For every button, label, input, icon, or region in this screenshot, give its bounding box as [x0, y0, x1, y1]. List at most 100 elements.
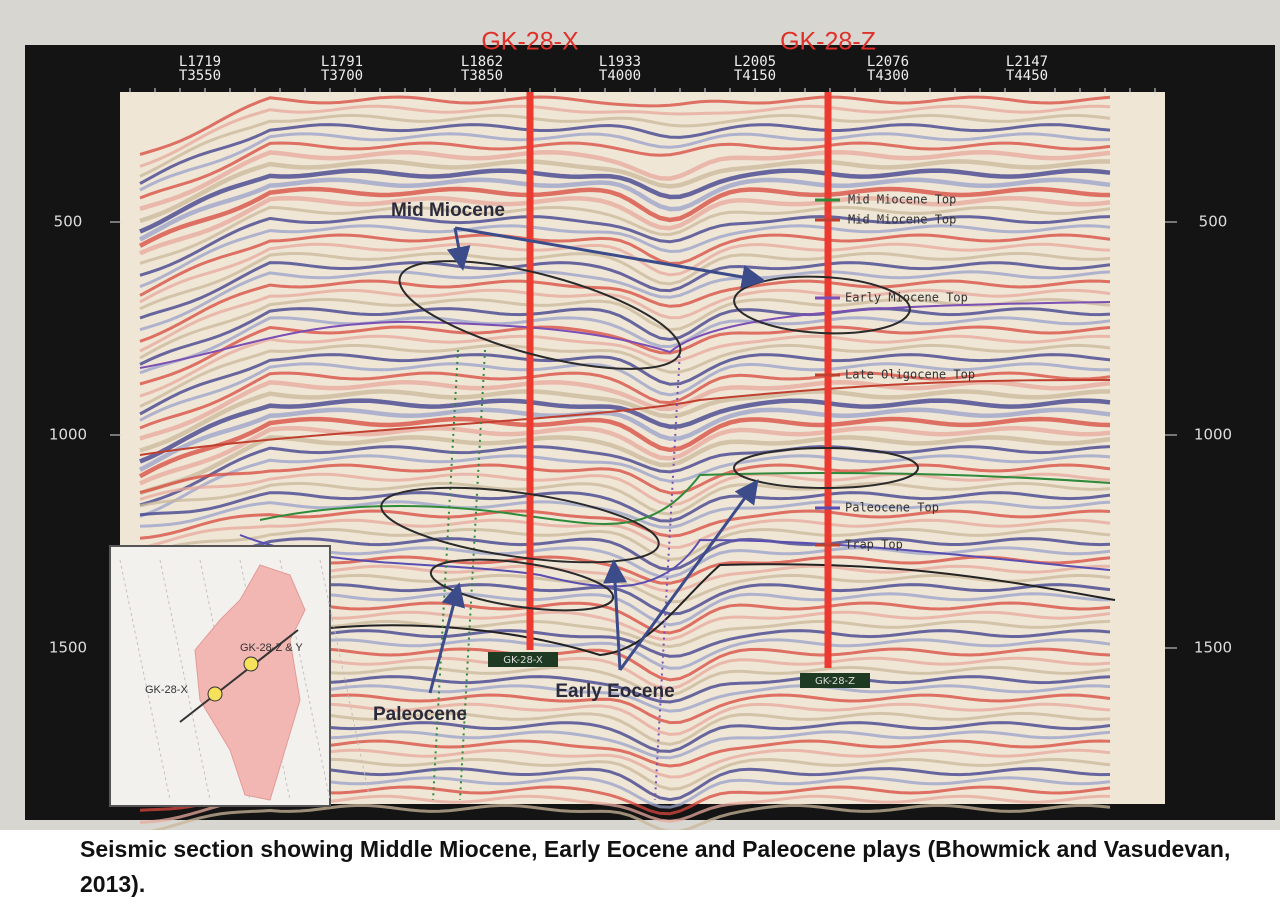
reflector — [139, 288, 1111, 353]
play-outline — [733, 275, 911, 335]
horizon-label: Early Miocene Top — [845, 291, 968, 305]
horizon-label: Late Oligocene Top — [845, 368, 975, 382]
arrow — [446, 227, 471, 271]
inset-grid — [159, 559, 211, 801]
horizon-line — [139, 379, 1111, 456]
inset-label: GK-28-X — [145, 684, 188, 696]
reflector — [139, 297, 1111, 360]
trace-label: T4450 — [1006, 68, 1048, 84]
reflector — [139, 159, 1111, 224]
arrow — [428, 582, 465, 694]
reflector — [139, 149, 1111, 211]
well-name: GK-28-X — [481, 28, 579, 56]
reflector — [139, 233, 1111, 297]
reflector — [139, 316, 1111, 375]
reflector — [139, 195, 1111, 256]
reflector — [139, 279, 1111, 343]
reflector — [139, 242, 1111, 304]
inset-well — [243, 656, 259, 672]
reflector — [139, 141, 1111, 200]
horizon-line — [139, 301, 1111, 369]
reflector — [139, 224, 1111, 288]
trace-label: L1719 — [179, 54, 221, 70]
inset-label: GK-28-Z & Y — [240, 642, 303, 654]
depth-label: 500 — [1199, 213, 1228, 231]
well-tag-box — [488, 652, 558, 667]
reflector — [139, 215, 1111, 277]
reflector — [139, 362, 1111, 422]
depth-label: 1500 — [1194, 639, 1232, 657]
reflector — [150, 803, 1111, 830]
reflector — [139, 389, 1111, 453]
reflector — [139, 472, 1111, 507]
arrow — [603, 559, 628, 671]
reflector — [139, 379, 1111, 441]
trace-label: T3550 — [179, 68, 221, 84]
reflector — [139, 261, 1111, 320]
reflector — [139, 500, 1111, 530]
depth-label: 1500 — [49, 639, 87, 657]
trace-label: L2076 — [867, 54, 909, 70]
reflector — [139, 509, 1111, 540]
horizon-label: Trap Top — [845, 538, 903, 552]
reflector — [138, 407, 1111, 472]
well-tag: GK-28-X — [503, 655, 543, 666]
trace-label: L2005 — [734, 54, 776, 70]
reflector — [139, 113, 1111, 178]
reflector — [139, 168, 1111, 234]
horizon-label: Mid Miocene Top — [848, 213, 956, 227]
well-tag-box — [800, 673, 870, 688]
reflector — [139, 104, 1111, 168]
play-annotation: Paleocene — [373, 704, 467, 725]
well-name: GK-28-Z — [780, 28, 876, 56]
reflector — [139, 353, 1111, 416]
horizon-line — [329, 563, 1116, 657]
depth-label: 1000 — [1194, 426, 1232, 444]
play-outline — [429, 558, 615, 612]
inset-grid — [119, 559, 171, 801]
trace-label: T3700 — [321, 68, 363, 84]
reflector — [139, 251, 1111, 311]
play-annotation: Mid Miocene — [391, 200, 505, 221]
reflector — [138, 177, 1111, 242]
reflector — [139, 425, 1111, 486]
reflector — [139, 454, 1111, 518]
reflector — [139, 527, 1111, 561]
reflector — [139, 123, 1111, 185]
trace-label: L1791 — [321, 54, 363, 70]
inset-well — [207, 686, 223, 702]
well-tag: GK-28-Z — [815, 676, 855, 687]
reflector — [139, 95, 1111, 156]
reflector — [139, 334, 1111, 398]
reflector — [139, 343, 1111, 408]
reflector — [139, 205, 1111, 265]
arrow — [618, 479, 759, 671]
play-annotation: Early Eocene — [555, 681, 674, 702]
trace-label: L1933 — [599, 54, 641, 70]
trace-label: L1862 — [461, 54, 503, 70]
play-outline — [733, 447, 919, 489]
reflector — [138, 186, 1111, 248]
reflector — [139, 537, 1111, 572]
trace-label: T4300 — [867, 68, 909, 84]
depth-label: 500 — [54, 213, 83, 231]
horizon-line — [239, 534, 1111, 588]
reflector — [139, 270, 1111, 332]
reflector — [139, 445, 1111, 507]
reflector — [139, 463, 1111, 495]
inset-block — [194, 564, 306, 801]
inset-grid — [279, 559, 331, 801]
horizon-label: Paleocene Top — [845, 501, 939, 515]
trace-label: T4150 — [734, 68, 776, 84]
depth-label: 1000 — [49, 426, 87, 444]
caption: Seismic section showing Middle Miocene, … — [80, 836, 1231, 897]
reflector — [139, 491, 1111, 523]
horizon-line — [259, 472, 1111, 525]
reflector — [139, 132, 1111, 192]
inset-grid — [319, 559, 371, 801]
reflector — [139, 307, 1111, 366]
arrow — [454, 226, 766, 289]
horizon-label: Mid Miocene Top — [848, 193, 956, 207]
